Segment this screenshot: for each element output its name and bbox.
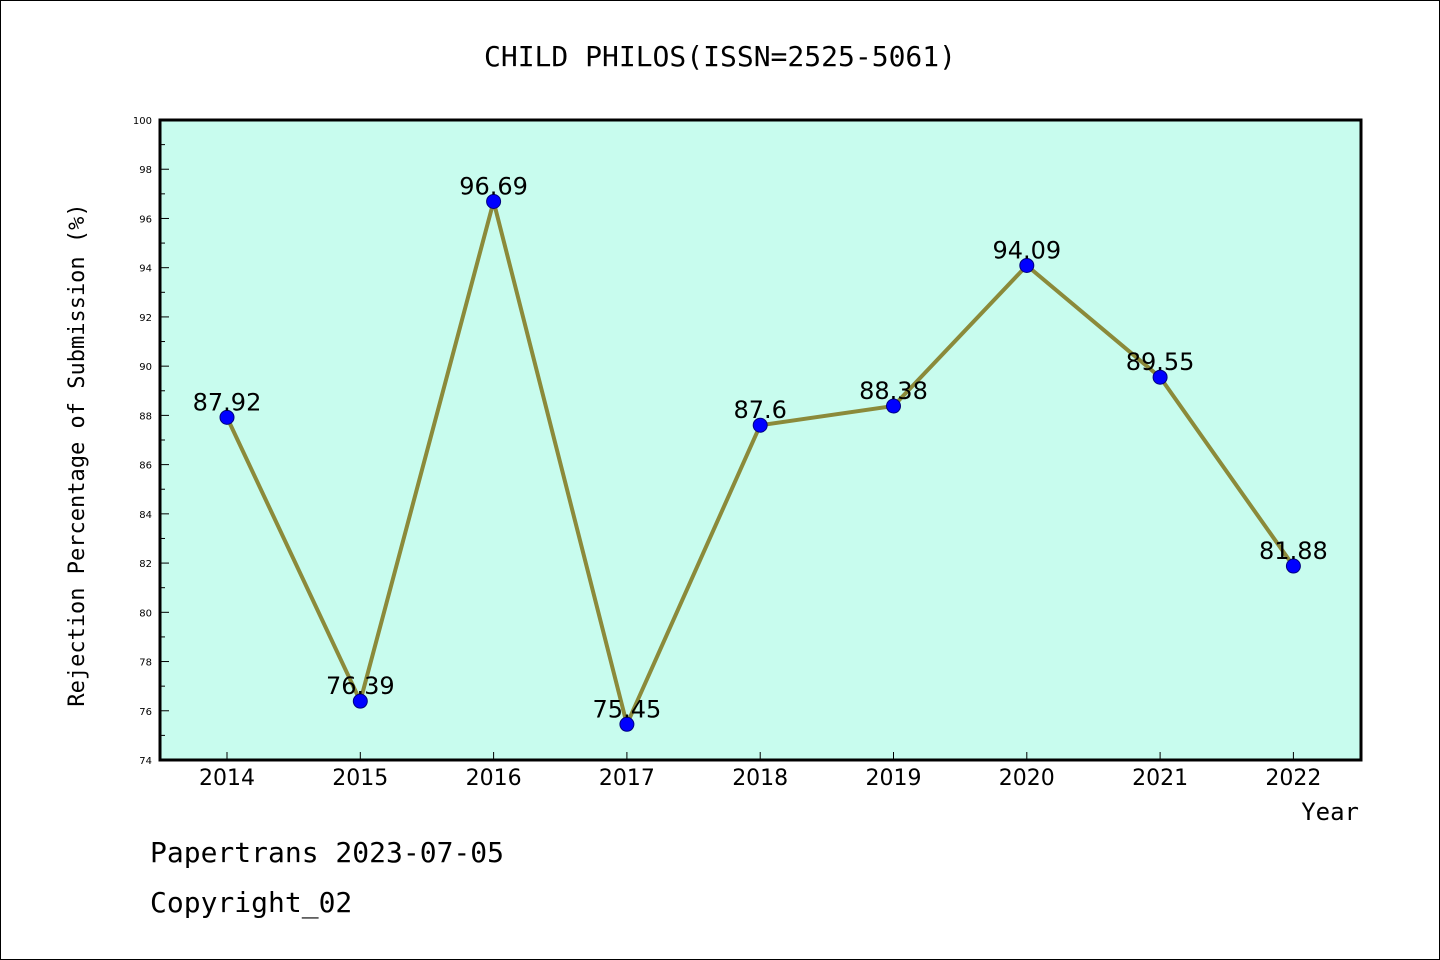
data-point-marker bbox=[619, 716, 635, 732]
markers-group bbox=[219, 193, 1301, 732]
footer-copyright-text: Copyright_02 bbox=[150, 886, 353, 919]
data-point-marker bbox=[1152, 369, 1168, 385]
y-tick-label: 84 bbox=[139, 510, 152, 521]
y-tick-label: 96 bbox=[139, 214, 152, 225]
data-point-marker bbox=[886, 398, 901, 414]
y-tick-label: 74 bbox=[139, 756, 152, 767]
y-tick-label: 80 bbox=[139, 608, 152, 619]
data-label: 94.09 bbox=[992, 236, 1061, 264]
data-label: 87.6 bbox=[733, 396, 786, 424]
x-axis-label: Year bbox=[1301, 798, 1359, 826]
data-label: 75.45 bbox=[593, 695, 662, 723]
y-tick-label: 100 bbox=[133, 116, 152, 127]
x-tick-label: 2017 bbox=[599, 766, 655, 791]
data-label: 88.38 bbox=[859, 377, 928, 405]
data-point-marker bbox=[752, 417, 768, 433]
data-point-marker bbox=[1019, 257, 1035, 273]
y-tick-label: 90 bbox=[139, 362, 152, 373]
y-tick-label: 98 bbox=[139, 165, 152, 176]
data-label: 76.39 bbox=[326, 672, 395, 700]
y-tick-label: 76 bbox=[139, 707, 152, 718]
data-point-marker bbox=[486, 193, 502, 209]
y-tick-label: 92 bbox=[139, 313, 152, 324]
x-axis: 2014 2015 2016 2017 2018 2019 2020 2021 2022 bbox=[199, 752, 1321, 791]
x-tick-label: 2016 bbox=[466, 766, 522, 791]
y-tick-label: 82 bbox=[139, 559, 152, 570]
y-tick-label: 86 bbox=[139, 461, 152, 472]
x-tick-label: 2022 bbox=[1265, 766, 1321, 791]
footer-date-text: Papertrans 2023-07-05 bbox=[150, 836, 505, 869]
data-labels-group: 87.92 76.39 96.69 75.45 87.6 88.38 94.09 89.55 8… bbox=[193, 172, 1328, 723]
x-tick-label: 2021 bbox=[1132, 766, 1188, 791]
y-tick-label: 94 bbox=[139, 264, 152, 275]
x-tick-label: 2020 bbox=[999, 766, 1055, 791]
data-label: 87.92 bbox=[193, 388, 262, 416]
chart-title: CHILD PHILOS(ISSN=2525-5061) bbox=[484, 40, 956, 73]
data-point-marker bbox=[352, 693, 368, 709]
y-tick-label: 88 bbox=[139, 411, 152, 422]
plot-area bbox=[158, 118, 1363, 762]
data-point-marker bbox=[1285, 558, 1301, 574]
y-axis: 74 76 78 80 82 84 86 88 90 92 94 96 98 100 bbox=[133, 116, 169, 767]
y-axis-label: Rejection Percentage of Submission (%) bbox=[65, 203, 90, 706]
x-tick-label: 2015 bbox=[332, 766, 388, 791]
x-tick-label: 2014 bbox=[199, 766, 255, 791]
x-tick-label: 2019 bbox=[866, 766, 922, 791]
data-label: 89.55 bbox=[1126, 348, 1195, 376]
y-tick-label: 78 bbox=[139, 658, 152, 669]
data-point-marker bbox=[219, 409, 235, 425]
x-tick-label: 2018 bbox=[732, 766, 788, 791]
data-label: 81.88 bbox=[1259, 537, 1328, 565]
data-label: 96.69 bbox=[459, 172, 528, 200]
